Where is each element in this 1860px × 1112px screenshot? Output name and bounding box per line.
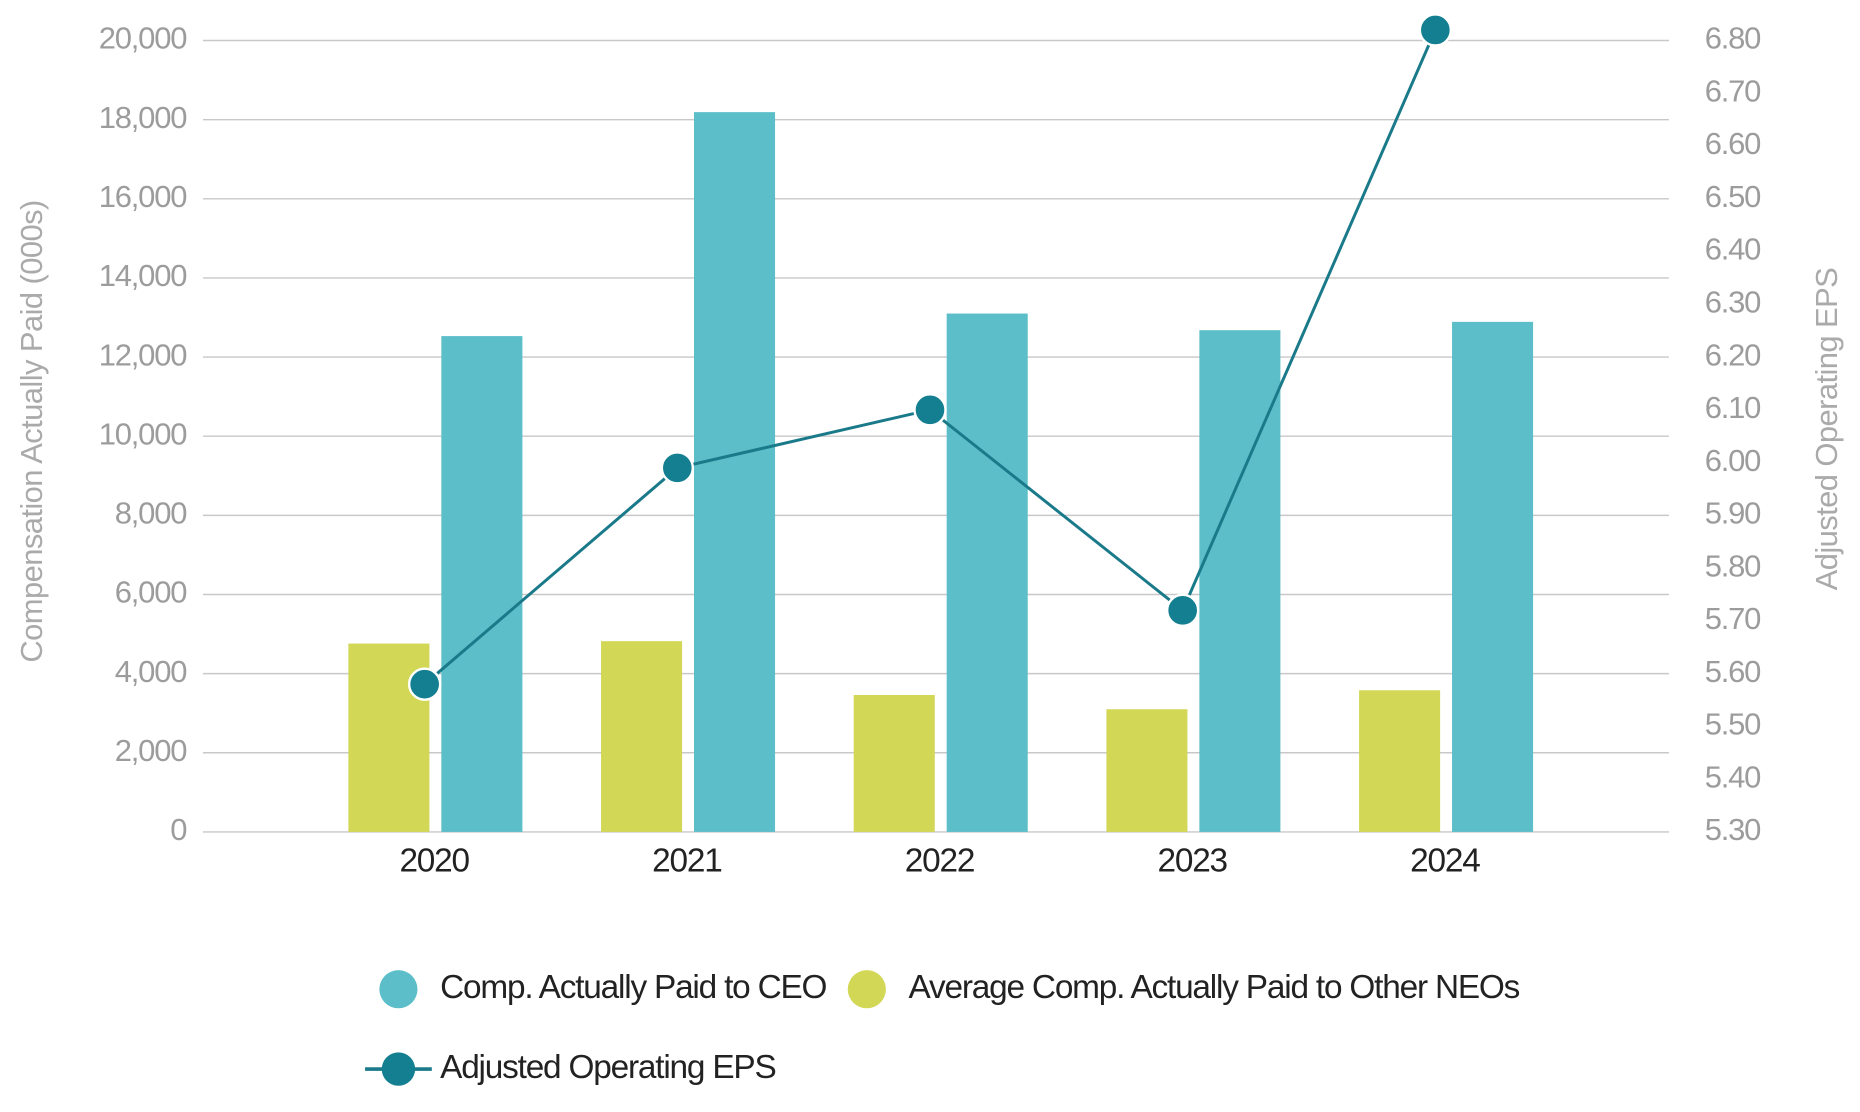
point (1165, 593, 1200, 628)
legend-label: Average Comp. Actually Paid to Other NEO… (909, 969, 1520, 1006)
y2-tick-label: 6.10 (1705, 390, 1761, 425)
y2-tick-label: 6.60 (1705, 126, 1761, 161)
legend-label: Adjusted Operating EPS (440, 1049, 775, 1086)
y-tick-label: 0 (170, 812, 187, 847)
legend-marker (381, 1052, 416, 1086)
y2-tick-label: 5.70 (1705, 601, 1761, 636)
point (1418, 13, 1453, 47)
y-tick-label: 14,000 (99, 258, 188, 293)
x-tick-label: 2023 (1157, 843, 1227, 880)
x-tick-label: 2021 (652, 843, 721, 880)
bar (694, 112, 776, 832)
bar (441, 336, 523, 832)
bar (946, 313, 1028, 832)
legend-label: Comp. Actually Paid to CEO (440, 969, 826, 1006)
point (407, 667, 442, 701)
x-tick-label: 2022 (905, 843, 974, 880)
y2-tick-label: 5.80 (1705, 548, 1761, 583)
y-tick-label: 2,000 (115, 733, 188, 768)
y-tick-label: 4,000 (115, 654, 188, 689)
y2-tick-label: 6.00 (1705, 443, 1761, 478)
y2-tick-label: 6.20 (1705, 337, 1761, 372)
legend-marker (847, 970, 886, 1009)
y2-tick-label: 5.50 (1705, 707, 1761, 742)
bar (1199, 330, 1281, 832)
bar (853, 695, 935, 832)
y-tick-label: 20,000 (99, 21, 188, 56)
y-tick-label: 6,000 (115, 575, 188, 610)
y2-tick-label: 6.50 (1705, 179, 1761, 214)
y2-tick-label: 5.90 (1705, 496, 1761, 531)
y2-tick-label: 6.40 (1705, 232, 1761, 267)
y-tick-label: 18,000 (99, 100, 188, 135)
y2-tick-label: 6.70 (1705, 73, 1761, 108)
y-tick-label: 10,000 (99, 416, 188, 451)
bar (601, 641, 683, 832)
bar (1106, 709, 1188, 832)
y2-tick-label: 5.30 (1705, 812, 1761, 847)
legend-marker (379, 970, 418, 1009)
y2-tick-label: 6.30 (1705, 285, 1761, 320)
y-tick-label: 8,000 (115, 496, 188, 531)
y-tick-label: 16,000 (99, 179, 188, 214)
bar (1359, 690, 1441, 832)
point (913, 393, 947, 427)
y2-tick-label: 6.80 (1705, 21, 1761, 56)
y2-tick-label: 5.60 (1705, 654, 1761, 689)
y2-axis-title: Adjusted Operating EPS (1809, 268, 1844, 591)
point (660, 451, 695, 485)
bar (1452, 321, 1534, 832)
y2-tick-label: 5.40 (1705, 759, 1761, 794)
y-axis-title: Compensation Actually Paid (000s) (14, 200, 49, 662)
x-tick-label: 2020 (399, 843, 469, 880)
x-tick-label: 2024 (1410, 843, 1480, 880)
y-tick-label: 12,000 (99, 337, 188, 372)
